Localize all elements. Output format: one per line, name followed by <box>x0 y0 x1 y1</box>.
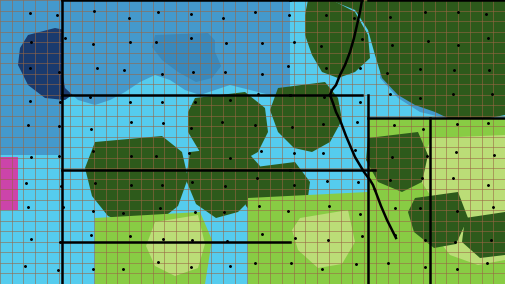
Polygon shape <box>432 205 505 265</box>
Polygon shape <box>415 135 505 215</box>
Polygon shape <box>0 0 62 155</box>
Polygon shape <box>0 155 62 284</box>
Polygon shape <box>152 33 222 82</box>
Polygon shape <box>62 0 290 105</box>
Polygon shape <box>408 192 468 248</box>
Polygon shape <box>368 118 505 284</box>
Polygon shape <box>240 162 310 228</box>
Polygon shape <box>380 50 480 118</box>
Polygon shape <box>270 82 342 152</box>
Polygon shape <box>248 192 372 284</box>
Polygon shape <box>215 28 285 88</box>
Polygon shape <box>0 157 18 210</box>
Polygon shape <box>146 215 205 276</box>
Polygon shape <box>462 212 505 258</box>
Polygon shape <box>366 132 428 192</box>
Polygon shape <box>305 0 370 78</box>
Polygon shape <box>95 212 212 284</box>
Polygon shape <box>85 136 188 226</box>
Polygon shape <box>186 146 260 218</box>
Polygon shape <box>18 28 90 100</box>
Polygon shape <box>292 210 355 268</box>
Polygon shape <box>188 92 268 165</box>
Polygon shape <box>330 0 505 125</box>
Polygon shape <box>145 28 235 86</box>
